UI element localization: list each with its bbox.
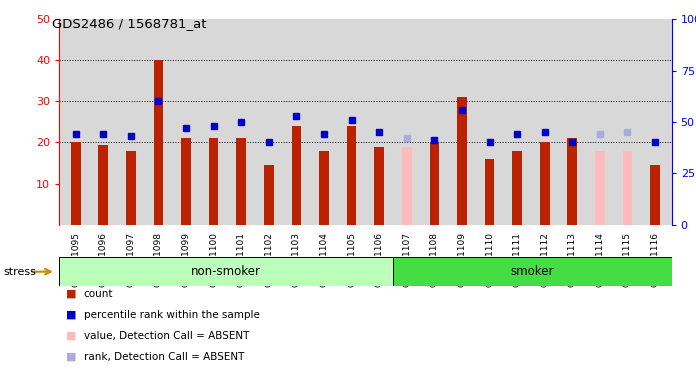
Bar	[484, 159, 494, 225]
Bar	[567, 138, 577, 225]
Bar	[374, 147, 384, 225]
Text: ■: ■	[66, 352, 77, 362]
Text: GDS2486 / 1568781_at: GDS2486 / 1568781_at	[52, 17, 207, 30]
Bar	[402, 147, 411, 225]
Text: value, Detection Call = ABSENT: value, Detection Call = ABSENT	[84, 331, 249, 341]
Text: smoker: smoker	[511, 265, 554, 278]
Bar	[623, 151, 633, 225]
Bar	[264, 165, 274, 225]
Text: ■: ■	[66, 310, 77, 320]
Text: stress: stress	[3, 266, 36, 277]
Bar	[292, 126, 301, 225]
Text: ■: ■	[66, 289, 77, 299]
Bar	[457, 97, 467, 225]
Bar	[319, 151, 329, 225]
Bar	[154, 60, 164, 225]
Bar	[429, 142, 439, 225]
Text: rank, Detection Call = ABSENT: rank, Detection Call = ABSENT	[84, 352, 244, 362]
Bar	[181, 138, 191, 225]
Bar	[512, 151, 522, 225]
Bar	[540, 142, 550, 225]
Text: percentile rank within the sample: percentile rank within the sample	[84, 310, 260, 320]
Bar	[209, 138, 219, 225]
Bar	[237, 138, 246, 225]
Bar	[347, 126, 356, 225]
Bar	[126, 151, 136, 225]
Bar	[650, 165, 660, 225]
Text: ■: ■	[66, 331, 77, 341]
Text: count: count	[84, 289, 113, 299]
Bar	[595, 151, 605, 225]
Bar	[98, 144, 108, 225]
Bar	[71, 142, 81, 225]
Bar	[59, 257, 393, 286]
Text: non-smoker: non-smoker	[191, 265, 261, 278]
Bar	[393, 257, 672, 286]
